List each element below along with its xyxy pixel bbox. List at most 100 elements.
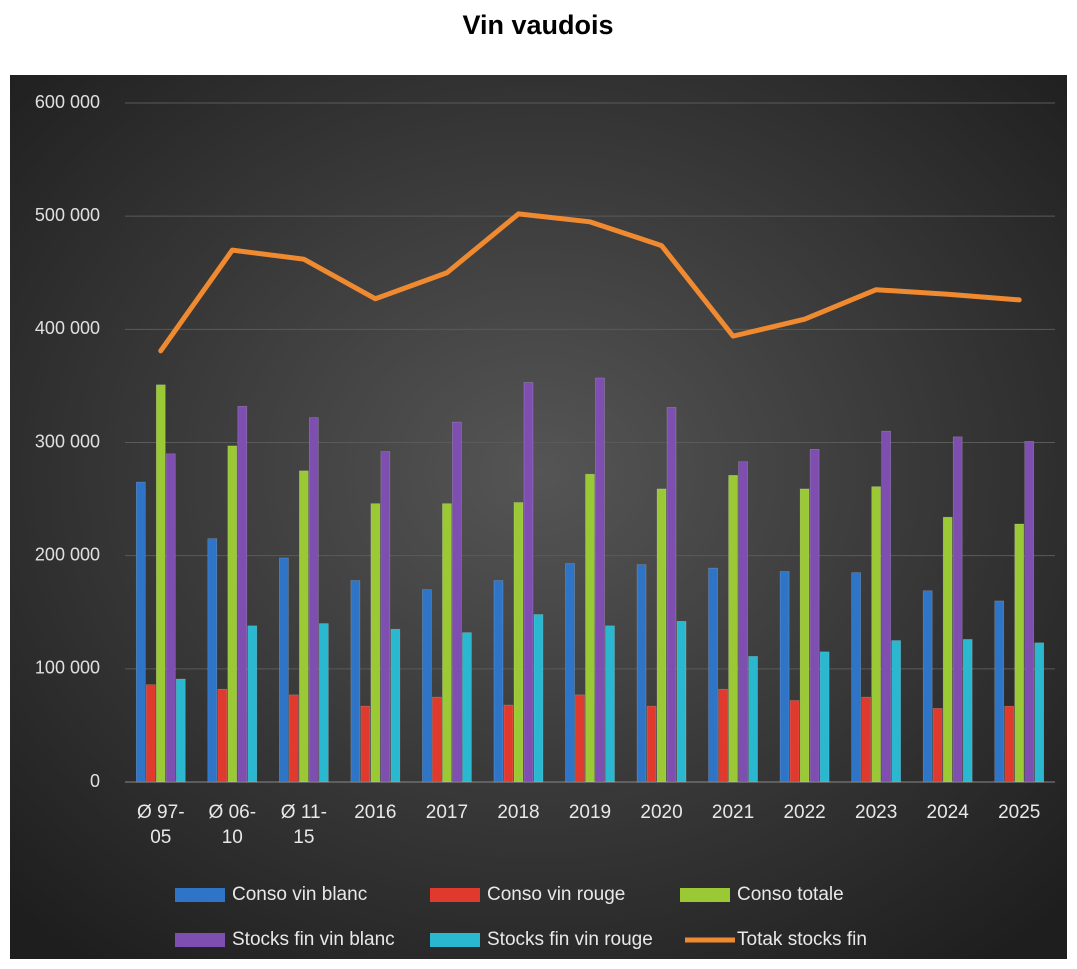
bar (738, 461, 748, 783)
bar (676, 621, 687, 783)
bar (646, 705, 657, 783)
bar (881, 430, 891, 783)
bar (493, 580, 504, 783)
bar (871, 486, 881, 783)
bar (237, 405, 248, 783)
bar (227, 445, 238, 783)
bar (1004, 705, 1015, 783)
legend-label: Stocks fin vin blanc (232, 929, 395, 950)
bar (299, 470, 309, 783)
legend-label: Totak stocks fin (737, 929, 867, 950)
bar (155, 384, 166, 783)
bar (932, 708, 943, 783)
legend-label: Conso vin blanc (232, 884, 367, 905)
legend-swatch (680, 888, 730, 902)
x-tick-label: Ø 11-15 (280, 802, 327, 848)
bar (165, 453, 176, 783)
bar (135, 481, 146, 783)
bar (370, 503, 381, 783)
bar (145, 684, 156, 783)
bar (666, 407, 677, 783)
bar (942, 516, 953, 783)
bar (728, 475, 738, 783)
bar (319, 623, 329, 783)
bar (422, 589, 432, 783)
bar (432, 696, 442, 783)
x-tick-label: 2017 (425, 802, 469, 823)
y-tick-label: 300 000 (35, 431, 100, 451)
bar (779, 571, 790, 783)
bar (1034, 642, 1045, 783)
legend-swatch (430, 888, 480, 902)
legend-label: Conso totale (737, 884, 844, 905)
bar (819, 651, 830, 783)
legend-swatch (175, 933, 225, 947)
legend-label: Conso vin rouge (487, 884, 625, 905)
x-tick-label: Ø 97-05 (137, 802, 185, 848)
bar (922, 590, 933, 783)
bar (595, 377, 605, 783)
bar (360, 705, 371, 783)
y-tick-label: 600 000 (35, 92, 100, 112)
y-tick-label: 400 000 (35, 318, 100, 338)
bar (523, 382, 534, 783)
bar (851, 572, 861, 783)
bar (289, 694, 299, 783)
y-tick-label: 100 000 (35, 658, 100, 678)
bar (207, 538, 218, 783)
x-tick-label: 2024 (926, 802, 969, 823)
bar (309, 417, 319, 783)
legend-label: Stocks fin vin rouge (487, 929, 653, 950)
bar (279, 557, 289, 783)
bar (175, 678, 186, 783)
bar (1014, 523, 1025, 783)
legend-swatch (430, 933, 480, 947)
bar (636, 564, 647, 783)
bar (962, 639, 973, 783)
bar (350, 580, 361, 783)
bar (585, 473, 595, 783)
chart-background (10, 75, 1067, 959)
bar (748, 656, 758, 783)
bar (503, 704, 514, 783)
bar (1024, 441, 1035, 783)
x-tick-label: 2021 (711, 802, 755, 823)
bar (718, 688, 728, 783)
bar (656, 488, 667, 783)
bar (513, 502, 524, 783)
bar (891, 640, 901, 783)
bar (452, 421, 462, 783)
x-tick-label: 2020 (640, 802, 683, 823)
line (158, 211, 1022, 354)
x-tick-label: 2019 (568, 802, 612, 823)
bar (565, 563, 575, 783)
bar (861, 696, 871, 783)
bar (799, 488, 810, 783)
y-tick-label: 200 000 (35, 544, 100, 564)
bar (994, 600, 1005, 783)
bar (533, 614, 544, 783)
bar (462, 632, 472, 783)
bar (442, 503, 452, 783)
x-tick-label: 2016 (354, 802, 397, 823)
bar (380, 451, 391, 783)
bar (708, 567, 718, 783)
bar (605, 625, 615, 783)
bar (217, 688, 228, 783)
x-tick-label: 2023 (855, 802, 898, 823)
x-tick-label: 2025 (998, 802, 1041, 823)
bar (390, 628, 401, 783)
legend-swatch (175, 888, 225, 902)
bar (809, 448, 820, 783)
bar (789, 700, 800, 783)
bar (952, 436, 963, 783)
y-tick-label: 500 000 (35, 205, 100, 225)
y-tick-label: 0 (90, 771, 100, 791)
x-tick-label: 2018 (497, 802, 540, 823)
chart-title: Vin vaudois (462, 10, 613, 40)
x-tick-label: 2022 (783, 802, 826, 823)
bar (247, 625, 258, 783)
bar (575, 694, 585, 783)
